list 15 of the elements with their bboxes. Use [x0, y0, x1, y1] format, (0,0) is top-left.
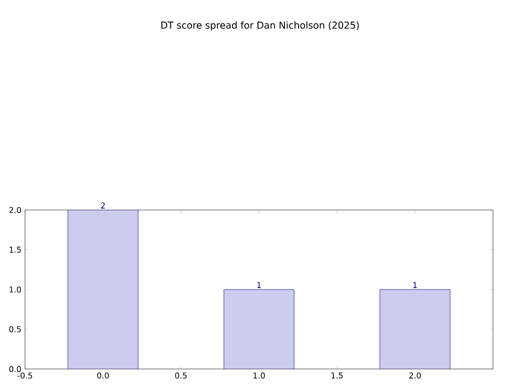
x-tick-label: -0.5: [18, 372, 32, 379]
data-label: 1: [413, 282, 417, 288]
data-label: 2: [101, 202, 105, 208]
x-tick-label: 2.0: [409, 372, 421, 379]
y-tick-label: 1.0: [10, 286, 21, 293]
y-tick-label: 0.0: [9, 366, 21, 372]
y-tick-label: 2.0: [9, 206, 21, 214]
x-tick-label: 0.5: [175, 372, 187, 379]
x-tick-label: 1.5: [332, 372, 343, 378]
data-label: 1: [257, 282, 261, 288]
x-tick-label: 1.0: [254, 372, 265, 379]
y-tick-label: 0.5: [9, 326, 21, 332]
x-tick-label: 0.0: [97, 372, 109, 379]
y-tick-label: 1.5: [10, 246, 21, 253]
chart-title: DT score spread for Dan Nicholson (2025): [161, 21, 359, 31]
